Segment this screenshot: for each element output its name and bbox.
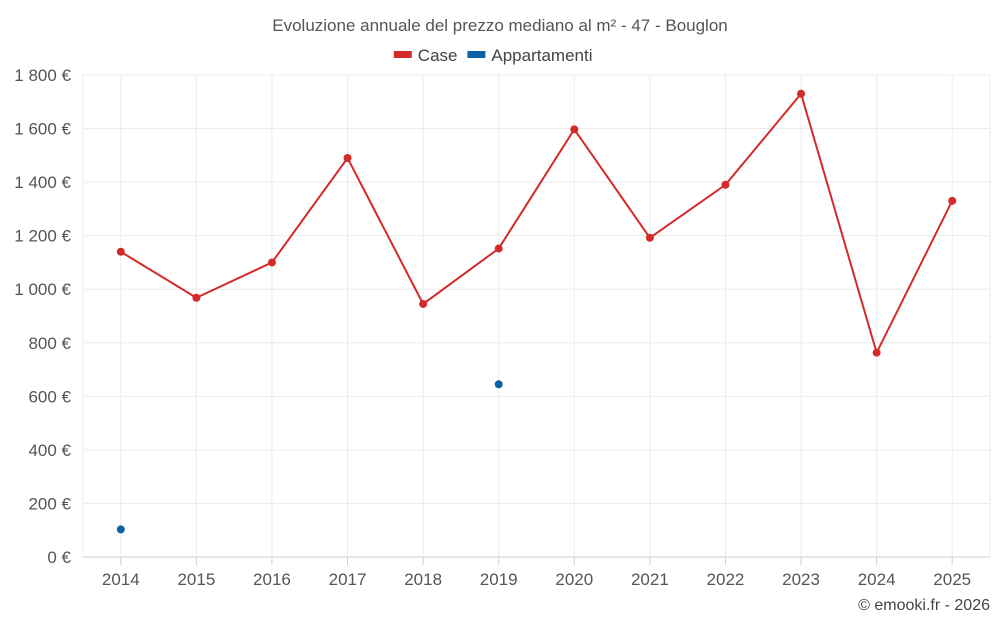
data-point-case xyxy=(797,89,806,98)
y-tick-label: 0 € xyxy=(47,548,71,567)
grid xyxy=(82,74,991,558)
data-point-case xyxy=(267,258,276,267)
y-tick-label: 200 € xyxy=(28,494,71,513)
data-point-case xyxy=(116,247,125,256)
y-tick-label: 1 800 € xyxy=(14,66,71,85)
x-tick-label: 2023 xyxy=(782,570,820,589)
x-tick-label: 2014 xyxy=(102,570,140,589)
y-tick-label: 800 € xyxy=(28,334,71,353)
credit-text: © emooki.fr - 2026 xyxy=(858,597,990,614)
data-point-case xyxy=(721,180,730,189)
data-point-case xyxy=(948,196,957,205)
data-point-case xyxy=(343,154,352,163)
data-point-case xyxy=(645,233,654,242)
x-tick-label: 2018 xyxy=(404,570,442,589)
y-tick-label: 1 000 € xyxy=(14,280,71,299)
y-axis: 0 € 200 € 400 € 600 € 800 € 1 000 € 1 200 € 1 4… xyxy=(14,66,71,567)
x-tick-label: 2020 xyxy=(555,570,593,589)
legend-swatch-appartamenti xyxy=(467,51,486,58)
legend-label: Case xyxy=(418,46,458,65)
plot-area xyxy=(116,89,957,534)
y-tick-label: 400 € xyxy=(28,441,71,460)
x-tick-label: 2015 xyxy=(177,570,215,589)
legend-label: Appartamenti xyxy=(491,46,592,65)
x-tick-label: 2019 xyxy=(480,570,518,589)
x-tick-label: 2025 xyxy=(933,570,971,589)
data-point-appartamenti xyxy=(116,525,125,534)
y-tick-label: 600 € xyxy=(28,387,71,406)
x-tick-label: 2017 xyxy=(329,570,367,589)
data-point-case xyxy=(419,299,428,308)
legend: Case Appartamenti xyxy=(393,46,593,65)
y-tick-label: 1 400 € xyxy=(14,173,71,192)
x-tick-label: 2022 xyxy=(707,570,745,589)
data-point-case xyxy=(872,348,881,357)
x-axis: 2014 2015 2016 2017 2018 2019 2020 2021 2022 2023… xyxy=(102,557,971,589)
x-tick-label: 2021 xyxy=(631,570,669,589)
legend-swatch-case xyxy=(393,51,412,58)
chart-title: Evoluzione annuale del prezzo mediano al… xyxy=(272,16,728,35)
data-point-case xyxy=(570,125,579,134)
x-tick-label: 2024 xyxy=(858,570,896,589)
data-point-appartamenti xyxy=(494,380,503,389)
y-tick-label: 1 600 € xyxy=(14,120,71,139)
data-point-case xyxy=(192,293,201,302)
series-line-case xyxy=(120,91,954,356)
x-tick-label: 2016 xyxy=(253,570,291,589)
data-point-case xyxy=(494,244,503,253)
y-tick-label: 1 200 € xyxy=(14,227,71,246)
